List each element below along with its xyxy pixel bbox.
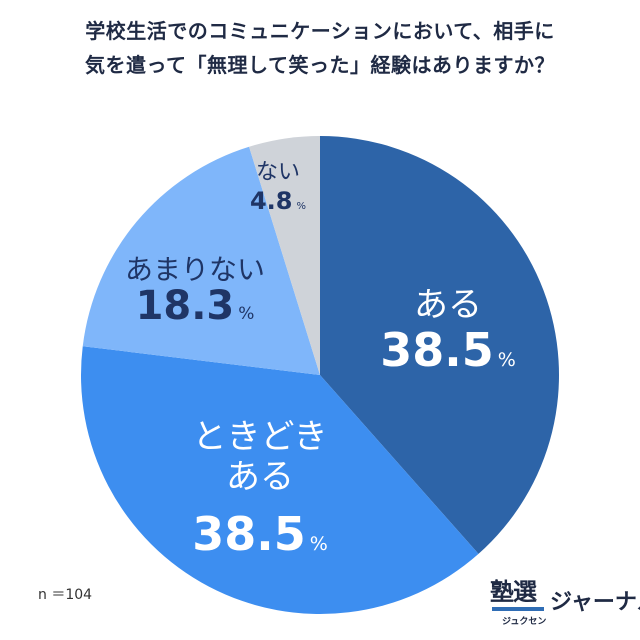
- logo-underline: [492, 607, 544, 611]
- slice-label-amari-nai-1: あまりない: [125, 253, 265, 286]
- slice-label-aru-1: ある: [414, 285, 482, 325]
- chart-title-line-1: 学校生活でのコミュニケーションにおいて、相手に: [85, 19, 555, 43]
- slice-label-nai-1: ない: [256, 160, 300, 185]
- chart-title: 学校生活でのコミュニケーションにおいて、相手に 気を遣って「無理して笑った」経験…: [0, 14, 640, 82]
- pie-slice-tokidoki-aru: [81, 346, 479, 614]
- brand-logo: 塾選 ジュクセン ジャーナル: [490, 572, 640, 632]
- chart-title-line-2: 気を遣って「無理して笑った」経験はありますか？: [85, 53, 555, 77]
- slice-label-tokidoki-aru-1: ときどき: [193, 417, 328, 457]
- slice-value-nai: 4.8%: [250, 187, 306, 215]
- pie-slice-nai: [249, 136, 320, 375]
- sample-size: n ＝104: [38, 587, 93, 603]
- logo-ruby: ジュクセン: [502, 617, 547, 627]
- slice-value-aru: 38.5%: [380, 323, 516, 377]
- slice-label-tokidoki-aru-2: ある: [226, 457, 294, 497]
- pie-slice-amari-nai: [82, 146, 320, 375]
- pie-slice-aru: [320, 136, 559, 554]
- slice-value-tokidoki-aru: 38.5%: [192, 507, 328, 561]
- logo-kana: ジャーナル: [550, 590, 640, 615]
- slice-value-amari-nai: 18.3%: [136, 283, 255, 329]
- logo-kanji: 塾選: [490, 578, 537, 606]
